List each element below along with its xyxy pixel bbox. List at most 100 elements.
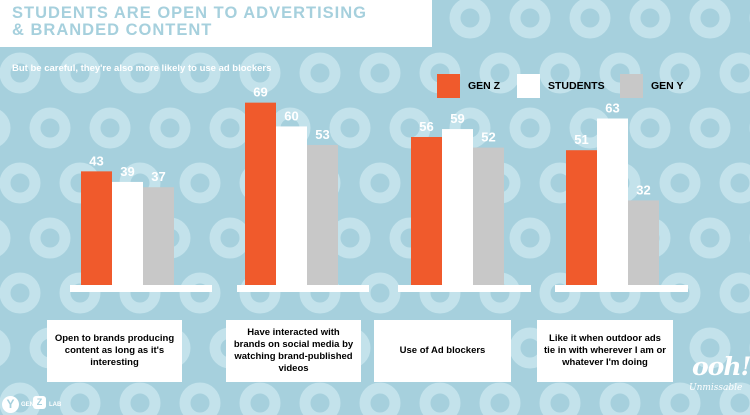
donut-shape bbox=[0, 52, 41, 94]
donut-shape bbox=[659, 382, 701, 415]
donut-shape bbox=[719, 382, 750, 415]
donut-shape bbox=[629, 0, 671, 39]
title-box: STUDENTS ARE OPEN TO ADVERTISING & BRAND… bbox=[0, 0, 432, 47]
donut-shape bbox=[509, 107, 551, 149]
genz-logo-gen: GEN bbox=[21, 402, 35, 408]
data-label-students-4: 63 bbox=[605, 101, 619, 116]
donut-shape bbox=[659, 162, 701, 204]
data-label-gen-z-4: 51 bbox=[574, 132, 588, 147]
genz-logo-z: Z bbox=[33, 396, 46, 409]
chart-title: STUDENTS ARE OPEN TO ADVERTISING & BRAND… bbox=[12, 5, 432, 39]
bar-group-base-1 bbox=[70, 285, 212, 292]
bar-students-2 bbox=[276, 126, 307, 285]
legend-swatch-gen-y bbox=[620, 74, 643, 98]
donut-shape bbox=[719, 162, 750, 204]
data-label-gen-y-2: 53 bbox=[315, 127, 329, 142]
bar-group-base-3 bbox=[398, 285, 531, 292]
genz-logo-mark: Y bbox=[2, 396, 19, 413]
category-label-2: Have interacted with brands on social me… bbox=[233, 327, 354, 374]
donut-shape bbox=[329, 107, 371, 149]
donut-shape bbox=[629, 107, 671, 149]
donut-shape bbox=[389, 107, 431, 149]
donut-shape bbox=[719, 272, 750, 314]
donut-shape bbox=[239, 52, 281, 94]
bar-gen-z-2 bbox=[245, 102, 276, 286]
donut-shape bbox=[539, 272, 581, 314]
donut-shape bbox=[239, 382, 281, 415]
donut-shape bbox=[359, 52, 401, 94]
bar-gen-z-4 bbox=[566, 150, 597, 285]
donut-shape bbox=[119, 382, 161, 415]
donut-shape bbox=[0, 220, 11, 256]
bar-gen-z-3 bbox=[411, 137, 442, 285]
title-line-2: & BRANDED CONTENT bbox=[12, 21, 213, 39]
donut-shape bbox=[0, 110, 11, 146]
bar-gen-z-1 bbox=[81, 171, 112, 285]
legend-swatch-gen-z bbox=[437, 74, 460, 98]
donut-shape bbox=[149, 107, 191, 149]
data-label-gen-z-1: 43 bbox=[89, 153, 103, 168]
donut-shape bbox=[179, 382, 221, 415]
legend-label-students: STUDENTS bbox=[548, 80, 605, 92]
donut-shape bbox=[299, 382, 341, 415]
genz-logo-lab: LAB bbox=[49, 402, 62, 408]
genz-lab-logo: Y GEN Z LAB bbox=[2, 396, 62, 414]
bar-gen-y-1 bbox=[143, 187, 174, 285]
category-label-box-4: Like it when outdoor ads tie in with whe… bbox=[537, 320, 673, 382]
donut-shape bbox=[599, 382, 641, 415]
category-label-4: Like it when outdoor ads tie in with whe… bbox=[544, 333, 666, 368]
donut-shape bbox=[659, 272, 701, 314]
donut-shape bbox=[59, 52, 101, 94]
bar-students-4 bbox=[597, 118, 628, 285]
donut-shape bbox=[59, 382, 101, 415]
donut-shape bbox=[449, 0, 491, 39]
donut-shape bbox=[419, 382, 461, 415]
donut-shape bbox=[359, 162, 401, 204]
donut-shape bbox=[299, 52, 341, 94]
donut-shape bbox=[509, 0, 551, 39]
donut-shape bbox=[179, 52, 221, 94]
category-label-1: Open to brands producing content as long… bbox=[54, 333, 175, 368]
data-label-gen-y-4: 32 bbox=[636, 182, 650, 197]
donut-shape bbox=[29, 217, 71, 259]
data-label-gen-y-1: 37 bbox=[151, 169, 165, 184]
legend-label-gen-y: GEN Y bbox=[651, 80, 684, 92]
data-label-students-2: 60 bbox=[284, 108, 298, 123]
bar-group-base-4 bbox=[555, 285, 688, 292]
chart-subtitle: But be careful, they're also more likely… bbox=[12, 63, 272, 74]
donut-shape bbox=[509, 217, 551, 259]
donut-shape bbox=[689, 327, 731, 369]
bar-group-base-2 bbox=[237, 285, 369, 292]
donut-shape bbox=[539, 52, 581, 94]
legend-swatch-students bbox=[517, 74, 540, 98]
donut-shape bbox=[659, 52, 701, 94]
donut-shape bbox=[539, 382, 581, 415]
ooh-logo: ooh! bbox=[692, 352, 750, 381]
bar-students-3 bbox=[442, 129, 473, 285]
bar-gen-y-4 bbox=[628, 200, 659, 285]
donut-shape bbox=[689, 0, 731, 39]
donut-shape bbox=[29, 107, 71, 149]
data-label-gen-y-3: 52 bbox=[481, 130, 495, 145]
donut-shape bbox=[179, 272, 221, 314]
donut-shape bbox=[0, 272, 41, 314]
donut-shape bbox=[89, 107, 131, 149]
donut-shape bbox=[689, 217, 731, 259]
data-label-students-1: 39 bbox=[120, 164, 134, 179]
category-label-3: Use of Ad blockers bbox=[399, 345, 486, 356]
data-label-students-3: 59 bbox=[450, 111, 464, 126]
donut-shape bbox=[179, 162, 221, 204]
donut-shape bbox=[0, 330, 11, 366]
donut-shape bbox=[359, 272, 401, 314]
donut-shape bbox=[59, 272, 101, 314]
donut-shape bbox=[479, 382, 521, 415]
bar-students-1 bbox=[112, 181, 143, 285]
donut-shape bbox=[119, 52, 161, 94]
data-label-gen-z-2: 69 bbox=[253, 85, 267, 100]
category-label-box-1: Open to brands producing content as long… bbox=[47, 320, 182, 382]
donut-shape bbox=[0, 162, 41, 204]
title-line-1: STUDENTS ARE OPEN TO ADVERTISING bbox=[12, 4, 368, 22]
category-label-box-2: Have interacted with brands on social me… bbox=[226, 320, 361, 382]
bar-gen-y-2 bbox=[307, 144, 338, 285]
